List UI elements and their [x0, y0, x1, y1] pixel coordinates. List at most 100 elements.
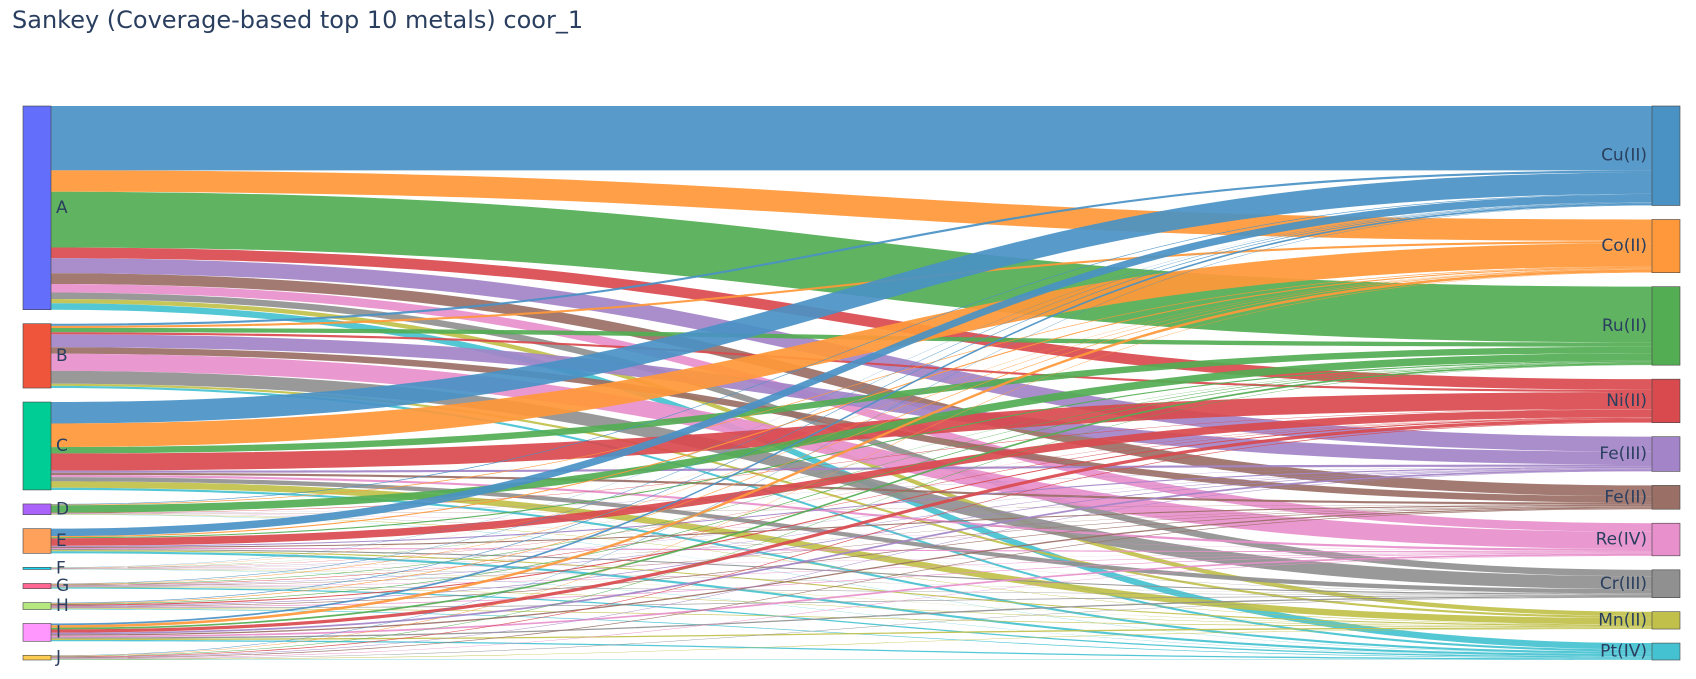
link-a-to-cu-ii[interactable] — [51, 106, 1652, 171]
target-node-fe-iii[interactable] — [1651, 436, 1681, 472]
link-g-to-ru-ii[interactable] — [51, 361, 1652, 585]
link-b-to-co-ii[interactable] — [51, 240, 1652, 328]
link-i-to-fe-ii[interactable] — [51, 507, 1652, 636]
target-node-pt-iv[interactable] — [1651, 642, 1681, 661]
link-b-to-pt-iv[interactable] — [51, 385, 1652, 652]
link-j-to-ru-ii[interactable] — [51, 364, 1652, 657]
link-i-to-co-ii[interactable] — [51, 269, 1652, 628]
link-i-to-pt-iv[interactable] — [51, 639, 1652, 660]
link-c-to-fe-ii[interactable] — [51, 472, 1652, 505]
link-d-to-pt-iv[interactable] — [51, 514, 1652, 654]
link-f-to-cu-ii[interactable] — [51, 202, 1652, 568]
link-b-to-cu-ii[interactable] — [51, 170, 1652, 326]
link-d-to-cr-iii[interactable] — [51, 513, 1652, 594]
link-f-to-fe-iii[interactable] — [51, 467, 1652, 569]
link-g-to-cu-ii[interactable] — [51, 202, 1652, 584]
link-e-to-re-iv[interactable] — [51, 547, 1652, 553]
link-h-to-co-ii[interactable] — [51, 269, 1652, 604]
link-j-to-cr-iii[interactable] — [51, 597, 1652, 660]
link-f-to-ru-ii[interactable] — [51, 361, 1652, 568]
link-g-to-co-ii[interactable] — [51, 268, 1652, 585]
target-node-cr-iii[interactable] — [1651, 569, 1681, 598]
link-g-to-ni-ii[interactable] — [51, 417, 1652, 586]
target-node-mn-ii[interactable] — [1651, 611, 1681, 630]
link-j-to-re-iv[interactable] — [51, 555, 1652, 659]
link-g-to-cr-iii[interactable] — [51, 586, 1652, 596]
link-c-to-pt-iv[interactable] — [51, 487, 1652, 654]
source-node-e[interactable] — [22, 528, 52, 554]
link-d-to-fe-iii[interactable] — [51, 466, 1652, 514]
source-node-h[interactable] — [22, 602, 52, 610]
link-h-to-cu-ii[interactable] — [51, 202, 1652, 604]
link-c-to-mn-ii[interactable] — [51, 481, 1652, 625]
target-node-fe-ii[interactable] — [1651, 485, 1681, 510]
source-node-i[interactable] — [22, 623, 52, 642]
link-j-to-fe-ii[interactable] — [51, 508, 1652, 659]
source-node-a[interactable] — [22, 105, 52, 311]
link-d-to-re-iv[interactable] — [51, 513, 1652, 552]
target-node-re-iv[interactable] — [1651, 522, 1681, 557]
link-h-to-cr-iii[interactable] — [51, 595, 1652, 609]
source-node-g[interactable] — [22, 583, 52, 589]
link-h-to-fe-ii[interactable] — [51, 506, 1652, 607]
link-e-to-ni-ii[interactable] — [51, 409, 1652, 546]
target-node-ru-ii[interactable] — [1651, 286, 1681, 366]
link-d-to-co-ii[interactable] — [51, 266, 1652, 506]
source-node-c[interactable] — [22, 401, 52, 491]
link-h-to-ru-ii[interactable] — [51, 362, 1652, 605]
source-node-b[interactable] — [22, 323, 52, 389]
link-d-to-cu-ii[interactable] — [51, 193, 1652, 505]
link-i-to-fe-iii[interactable] — [51, 469, 1652, 635]
link-i-to-ru-ii[interactable] — [51, 363, 1652, 630]
link-c-to-fe-iii[interactable] — [51, 464, 1652, 473]
link-c-to-cr-iii[interactable] — [51, 477, 1652, 594]
link-d-to-ru-ii[interactable] — [51, 353, 1652, 513]
link-e-to-cu-ii[interactable] — [51, 194, 1652, 537]
target-node-ni-ii[interactable] — [1651, 378, 1681, 423]
link-f-to-cr-iii[interactable] — [51, 568, 1652, 595]
link-c-to-cu-ii[interactable] — [51, 172, 1652, 424]
link-a-to-co-ii[interactable] — [51, 170, 1652, 241]
link-f-to-re-iv[interactable] — [51, 552, 1652, 569]
link-i-to-cr-iii[interactable] — [51, 595, 1652, 639]
link-f-to-pt-iv[interactable] — [51, 569, 1652, 657]
link-h-to-re-iv[interactable] — [51, 553, 1652, 608]
source-node-f[interactable] — [22, 567, 52, 570]
link-h-to-ni-ii[interactable] — [51, 417, 1652, 606]
target-node-co-ii[interactable] — [1651, 219, 1681, 273]
link-e-to-pt-iv[interactable] — [51, 551, 1652, 657]
link-e-to-mn-ii[interactable] — [51, 550, 1652, 627]
link-f-to-co-ii[interactable] — [51, 268, 1652, 568]
link-e-to-co-ii[interactable] — [51, 267, 1652, 538]
link-i-to-ni-ii[interactable] — [51, 418, 1652, 633]
link-j-to-co-ii[interactable] — [51, 272, 1652, 657]
link-d-to-ni-ii[interactable] — [51, 409, 1652, 514]
target-node-cu-ii[interactable] — [1651, 105, 1681, 206]
link-f-to-ni-ii[interactable] — [51, 417, 1652, 569]
source-node-j[interactable] — [22, 654, 52, 661]
link-b-to-re-iv[interactable] — [51, 353, 1652, 549]
link-j-to-ni-ii[interactable] — [51, 422, 1652, 658]
link-b-to-mn-ii[interactable] — [51, 383, 1652, 619]
link-c-to-co-ii[interactable] — [51, 243, 1652, 448]
link-i-to-mn-ii[interactable] — [51, 627, 1652, 640]
link-g-to-pt-iv[interactable] — [51, 587, 1652, 658]
link-c-to-re-iv[interactable] — [51, 474, 1652, 552]
link-a-to-re-iv[interactable] — [51, 283, 1652, 532]
link-d-to-fe-ii[interactable] — [51, 504, 1652, 514]
link-i-to-cu-ii[interactable] — [51, 203, 1652, 626]
link-j-to-cu-ii[interactable] — [51, 205, 1652, 656]
link-i-to-re-iv[interactable] — [51, 553, 1652, 638]
link-e-to-fe-iii[interactable] — [51, 466, 1652, 547]
link-h-to-fe-iii[interactable] — [51, 468, 1652, 607]
link-f-to-mn-ii[interactable] — [51, 569, 1652, 627]
link-j-to-fe-iii[interactable] — [51, 470, 1652, 658]
link-j-to-mn-ii[interactable] — [51, 628, 1652, 660]
link-g-to-mn-ii[interactable] — [51, 586, 1652, 627]
link-a-to-ni-ii[interactable] — [51, 247, 1652, 390]
source-node-d[interactable] — [22, 503, 52, 515]
link-g-to-fe-ii[interactable] — [51, 506, 1652, 587]
link-g-to-re-iv[interactable] — [51, 552, 1652, 587]
link-c-to-ru-ii[interactable] — [51, 346, 1652, 454]
